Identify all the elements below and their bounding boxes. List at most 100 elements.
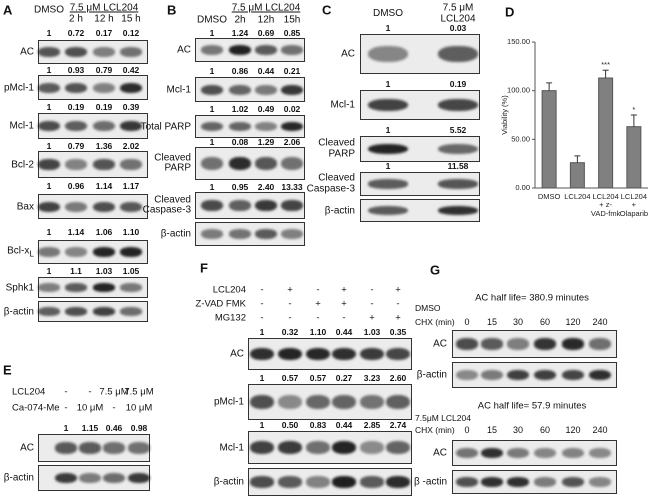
blot-label: β-actin [3,472,34,484]
quant-value: 1 [259,420,265,430]
band [278,440,302,455]
blot-membrane [248,468,412,496]
lane-label: 15h [283,14,301,26]
treatment-name: Ca-074-Me [12,402,60,414]
band [332,476,356,488]
panel-letter: C [322,2,332,18]
quant-value: 0.21 [283,66,301,76]
band [255,45,277,55]
quant-value: 1 [385,79,391,89]
dose: 10 μM [125,402,153,414]
significance-marker: * [632,105,635,114]
blot-label: AC [177,44,191,56]
band [589,338,611,350]
band [360,394,384,410]
band [456,338,478,350]
band [360,476,384,488]
quant-value: 2.60 [389,373,407,383]
half-life-title: AC half life= 57.9 minutes [477,400,587,412]
time-label: 120 [565,425,581,435]
quant-value: 1 [46,227,52,237]
bar [626,126,642,189]
band [438,179,478,189]
band [93,47,115,57]
band [120,247,142,257]
time-label: 15 [486,317,498,327]
quant-value: 0.57 [281,373,299,383]
band [120,307,142,316]
band [120,159,142,170]
quant-value: 1 [209,104,215,114]
band [201,200,223,211]
quant-value: 1 [63,423,69,433]
lane-label: DMSO [373,7,403,19]
quant-value: 0.17 [95,28,113,38]
band [278,476,302,488]
blot-label: AC [20,442,34,454]
quant-value: 1 [385,125,391,135]
band [229,156,251,171]
band [229,229,251,239]
quant-value: 1.02 [231,104,249,114]
quant-value: 0.03 [449,23,467,33]
quant-value: 0.96 [67,181,85,191]
band [229,200,251,211]
quant-value: 1 [46,102,52,112]
blot-label: Total PARP [140,121,191,132]
lane-label: 15 h [121,13,141,25]
y-tick-label: 150.00 [507,37,530,46]
panel-letter: E [3,362,12,378]
time-label: 240 [592,425,608,435]
band [507,369,529,381]
band [93,82,115,93]
dose: + [341,298,347,310]
quant-value: 0.44 [335,327,353,337]
dose: - [64,402,68,414]
quant-value: 1 [259,373,265,383]
band [103,442,125,454]
lane-label: 7.5 μM LCL204 [440,2,476,24]
band [93,307,115,316]
dose: - [316,284,320,296]
quant-value: 0.85 [283,28,301,38]
bar [598,77,614,189]
time-label: 240 [592,317,608,327]
quant-value: 0.02 [283,104,301,114]
blot-label: Bcl-2 [11,159,34,170]
condition-label: 7.5μM LCL204 [415,413,471,423]
time-label: 15 [486,425,498,435]
band [128,442,150,454]
control-label: DMSO [34,4,64,16]
band [278,394,302,410]
band [120,120,142,132]
lane-label: 2h [234,14,246,26]
band [386,440,410,455]
band [438,99,478,111]
blot-membrane [360,199,480,222]
band [38,82,60,93]
lane-label: DMSO [197,14,227,26]
band [93,120,115,132]
dose: - [342,312,346,324]
band [38,47,60,57]
quant-value: 0.86 [231,66,249,76]
blot-label: Cleaved PARP [154,152,191,174]
quant-value: 1 [209,137,215,147]
band [250,394,274,410]
band [93,247,115,257]
band [55,472,77,484]
band [456,447,478,459]
y-tick-label: 50.00 [511,134,530,143]
blot-label: Bax [16,201,34,212]
quant-value: 13.33 [281,182,303,192]
band [281,229,303,239]
quant-value: 0.72 [67,28,85,38]
half-life-title: AC half life= 380.9 minutes [475,292,589,304]
dose: + [287,284,293,296]
quant-value: 2.02 [122,141,140,151]
quant-value: 0.19 [67,102,85,112]
band [65,283,87,292]
band [534,477,556,487]
band [201,84,223,95]
band [201,156,223,171]
